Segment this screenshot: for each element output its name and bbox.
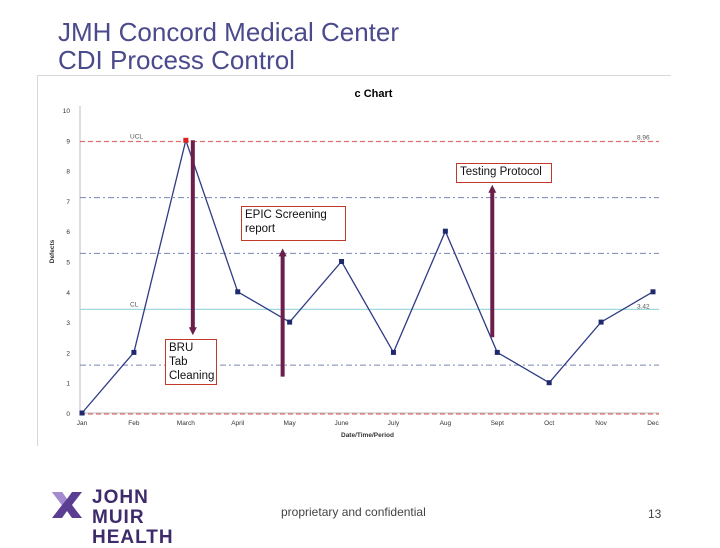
- slide-title-line2: CDI Process Control: [58, 45, 295, 75]
- x-tick-label: July: [388, 420, 400, 427]
- y-tick-label: 3: [66, 320, 70, 327]
- x-tick-label: Oct: [544, 420, 554, 427]
- cl-label: CL: [130, 301, 139, 308]
- y-tick-label: 8: [66, 169, 70, 176]
- logo-line2: HEALTH: [92, 527, 174, 548]
- y-tick-label: 4: [66, 290, 70, 297]
- y-tick-label: 1: [66, 381, 70, 388]
- data-point: [235, 289, 241, 295]
- john-muir-health-logo: JOHN MUIR HEALTH: [50, 488, 173, 548]
- ucl-value-label: 8.96: [637, 135, 650, 142]
- y-tick-label: 0: [66, 411, 70, 418]
- x-tick-label: April: [231, 420, 245, 427]
- x-axis-label: Date/Time/Period: [341, 432, 394, 439]
- bru-label-1: BRU: [169, 342, 194, 354]
- x-tick-label: Nov: [595, 420, 607, 427]
- data-point: [131, 349, 137, 355]
- x-tick-label: Feb: [128, 420, 140, 427]
- x-tick-label: Dec: [647, 420, 659, 427]
- slide-title-line1: JMH Concord Medical Center: [58, 17, 400, 47]
- data-point: [598, 319, 604, 325]
- series-line: [81, 137, 654, 414]
- x-tick-label: March: [177, 420, 195, 427]
- c-chart-svg: c Chart 0 1 2 3 4 5 6 7 8 9 10 Defects Jan Feb March Apr…: [49, 88, 660, 439]
- y-axis-label: Defects: [49, 239, 56, 263]
- testing-protocol-callout: Testing Protocol: [456, 163, 552, 183]
- data-point: [442, 228, 448, 234]
- epic-screening-callout: EPIC Screening report: [241, 206, 346, 241]
- y-tick-label: 5: [66, 260, 70, 267]
- logo-line1: JOHN MUIR: [92, 487, 149, 528]
- epic-screening-label-2: report: [245, 223, 276, 235]
- data-point: [287, 319, 293, 325]
- ucl-label: UCL: [130, 134, 143, 141]
- data-point: [79, 410, 85, 416]
- y-tick-label: 9: [66, 138, 70, 145]
- page-number: 13: [648, 507, 662, 521]
- logo-mark-icon: [52, 492, 82, 518]
- chart-title: c Chart: [355, 88, 393, 100]
- footer-confidential: proprietary and confidential: [281, 505, 426, 519]
- x-tick-label: Jan: [77, 420, 88, 427]
- bru-label-3: Cleaning: [169, 370, 215, 382]
- data-point-out-of-control: [183, 137, 189, 143]
- logo-wordmark: JOHN MUIR HEALTH: [92, 488, 174, 548]
- data-point: [390, 349, 396, 355]
- bru-tab-cleaning-callout: BRU Tab Cleaning: [165, 339, 217, 385]
- slide-title: JMH Concord Medical Center CDI Process C…: [58, 18, 399, 74]
- testing-protocol-label: Testing Protocol: [460, 166, 542, 178]
- y-tick-label: 2: [66, 350, 70, 357]
- y-tick-label: 10: [63, 108, 71, 115]
- c-chart: c Chart 0 1 2 3 4 5 6 7 8 9 10 Defects Jan Feb March Apr…: [37, 75, 671, 446]
- data-point: [546, 380, 552, 386]
- cl-value-label: 3.42: [637, 303, 650, 310]
- x-tick-label: Sept: [491, 420, 505, 427]
- data-point: [339, 259, 345, 264]
- y-tick-label: 7: [66, 199, 70, 206]
- x-tick-label: Aug: [440, 420, 452, 427]
- data-point: [494, 349, 500, 355]
- x-tick-label: June: [334, 420, 348, 427]
- bru-label-2: Tab: [169, 356, 188, 368]
- data-point: [650, 289, 656, 295]
- x-tick-label: May: [283, 420, 296, 427]
- epic-screening-label-1: EPIC Screening: [245, 209, 327, 221]
- y-tick-label: 6: [66, 229, 70, 236]
